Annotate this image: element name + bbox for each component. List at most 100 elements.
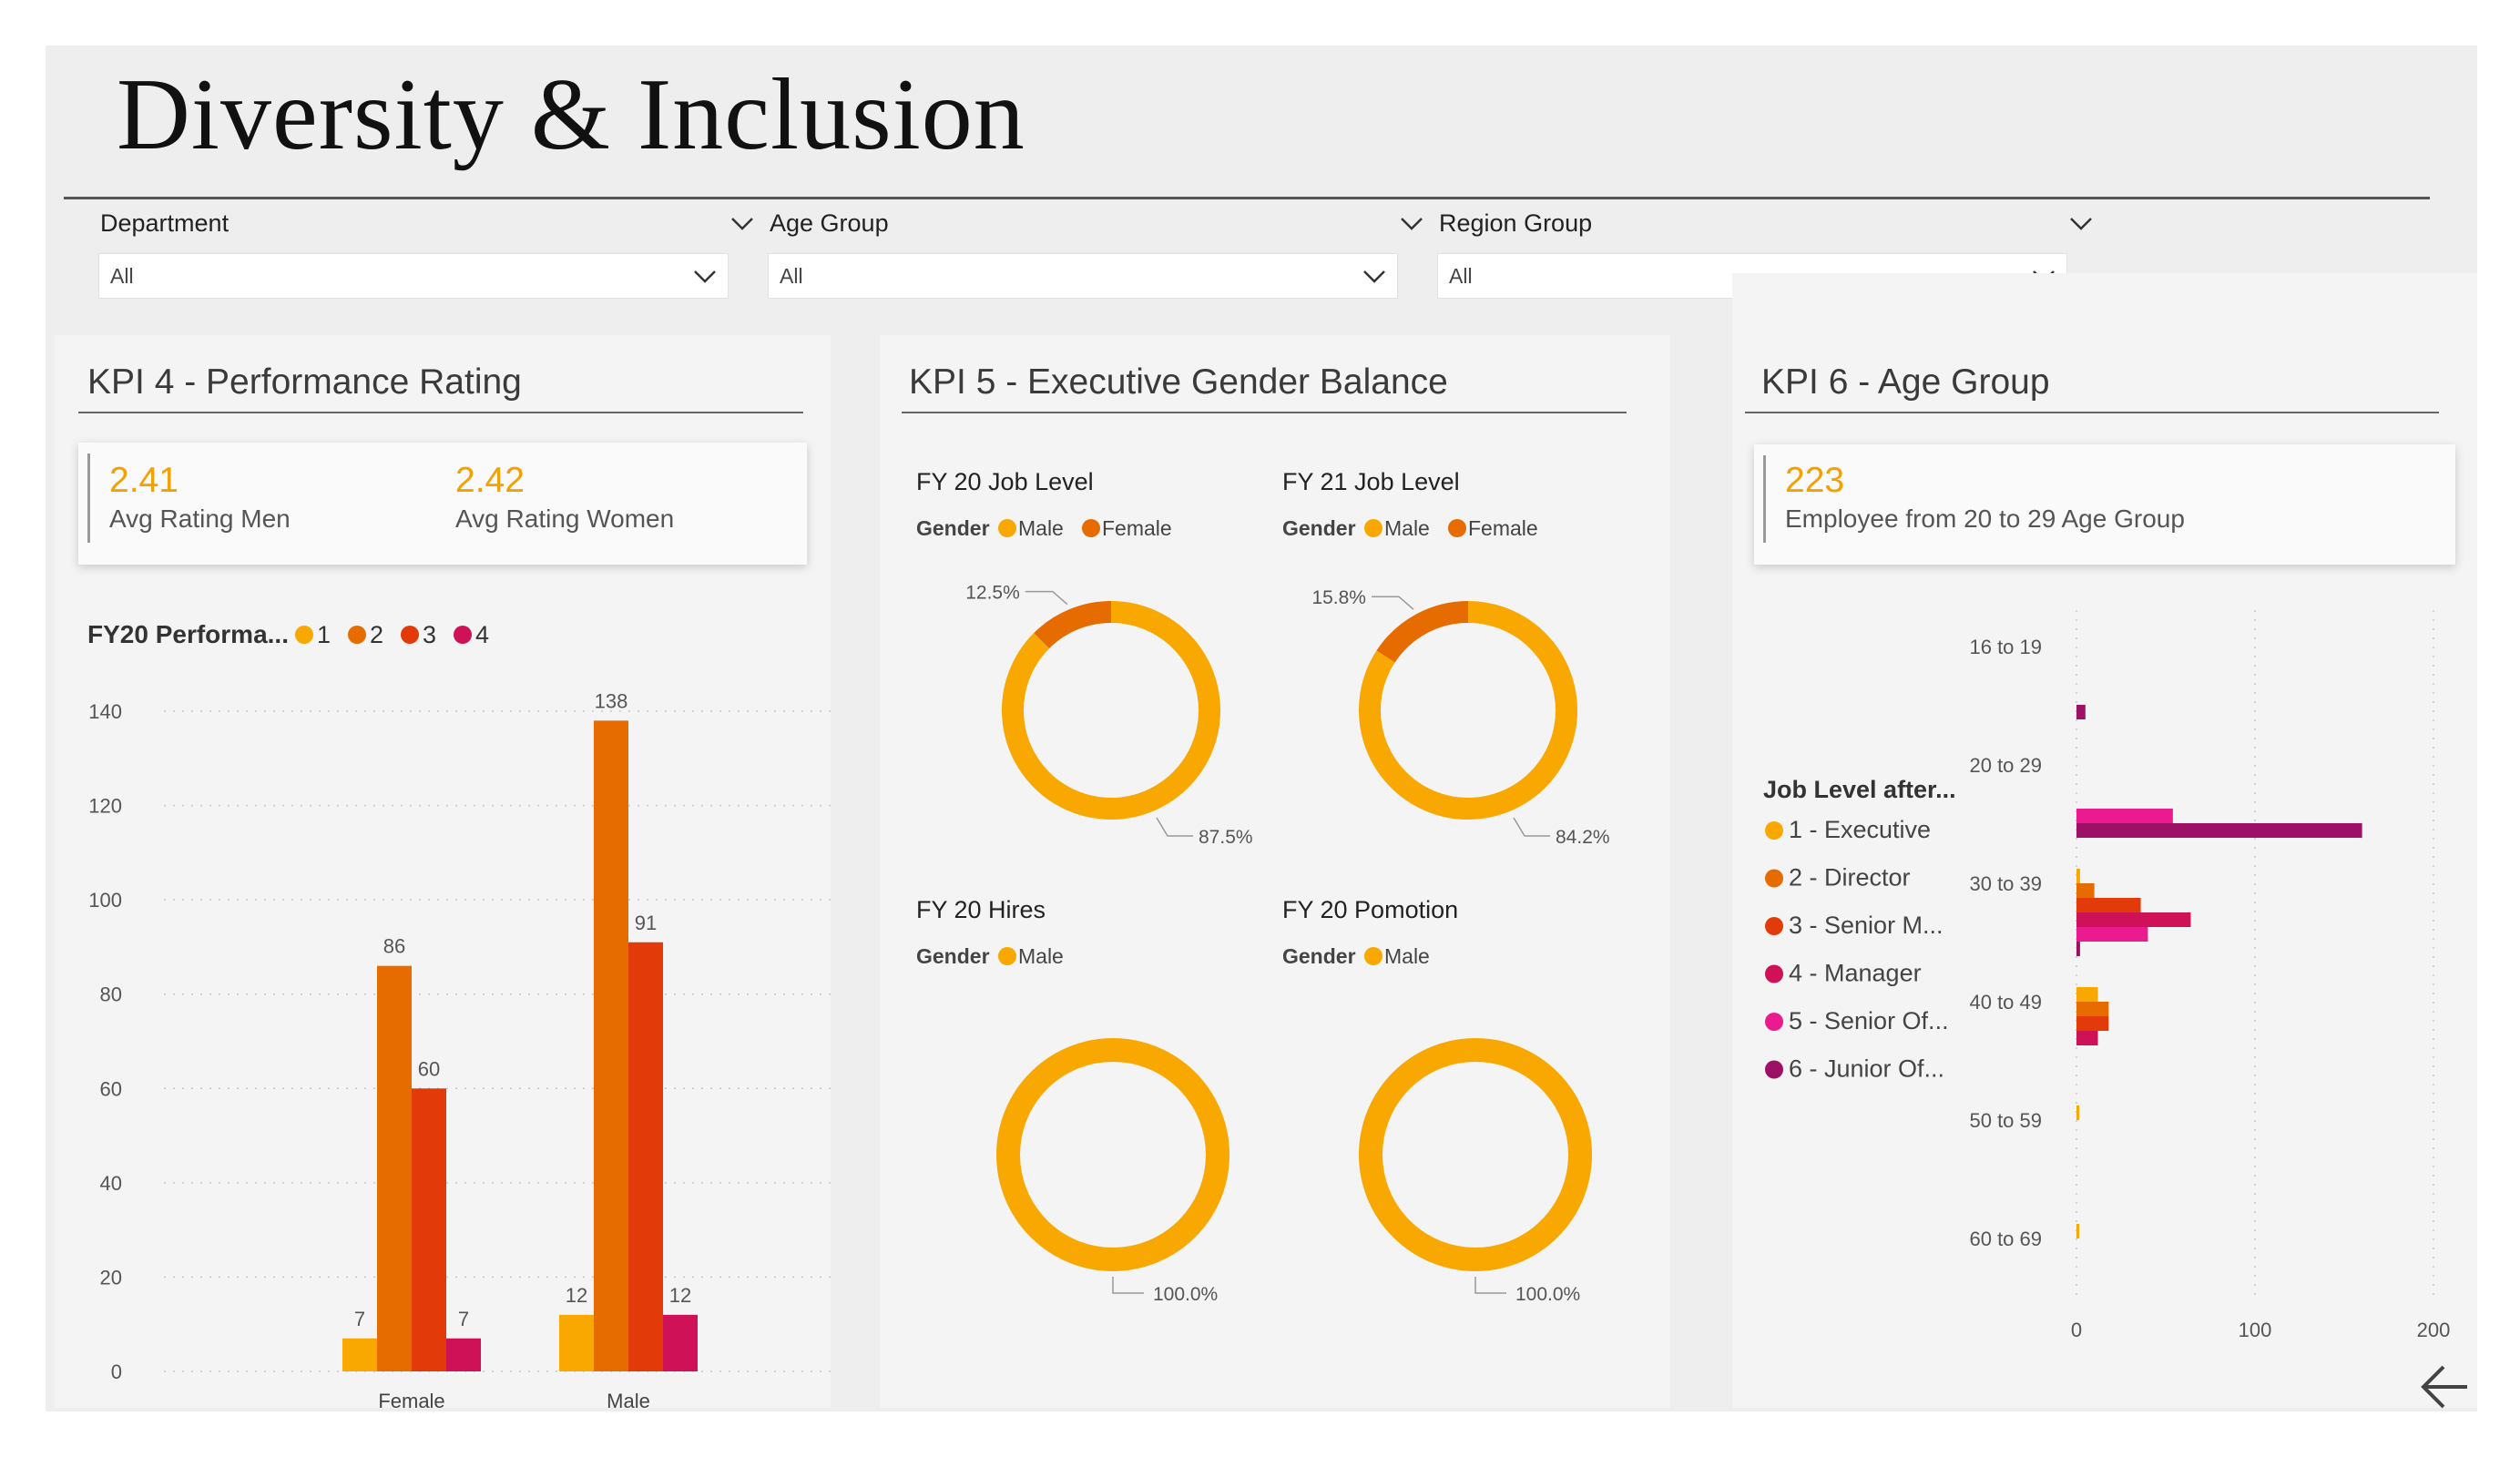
- data-label: 12: [566, 1284, 587, 1307]
- y-tick-label: 20 to 29: [1969, 754, 2042, 777]
- bar: [342, 1338, 377, 1371]
- legend-label: 1: [317, 621, 331, 648]
- region-group-filter-label: Region Group: [1439, 209, 1593, 237]
- leader-line: [1474, 1277, 1506, 1294]
- bar: [2076, 927, 2148, 942]
- bar: [2076, 898, 2141, 912]
- legend-label: Male: [1018, 516, 1064, 540]
- x-tick-label: 0: [2071, 1319, 2082, 1341]
- legend-marker: [1364, 519, 1382, 537]
- legend-label: Female: [1102, 516, 1172, 540]
- data-label: 7: [354, 1308, 365, 1330]
- chevron-down-icon[interactable]: [729, 211, 756, 235]
- kpi5-title: KPI 5 - Executive Gender Balance: [909, 362, 1448, 402]
- y-tick-label: 120: [88, 795, 122, 818]
- age-group-employee-count: 223: [1785, 461, 1845, 500]
- bar: [2076, 883, 2095, 898]
- y-tick-label: 80: [100, 983, 122, 1006]
- legend-label: Male: [1384, 516, 1430, 540]
- chart-title: FY 20 Pomotion: [1282, 896, 1458, 923]
- legend-marker: [1765, 869, 1783, 888]
- age-group-employee-label: Employee from 20 to 29 Age Group: [1785, 504, 2185, 533]
- leader-line: [1156, 817, 1193, 837]
- kpi6-age-card: 223 Employee from 20 to 29 Age Group: [1754, 444, 2455, 565]
- legend-label: 4: [475, 621, 489, 648]
- legend-marker: [295, 626, 313, 644]
- leader-line: [1112, 1277, 1144, 1294]
- data-label: 138: [595, 689, 628, 712]
- age-group-filter-label: Age Group: [770, 209, 889, 237]
- y-tick-label: 140: [88, 700, 122, 723]
- kpi4-title-underline: [78, 412, 803, 413]
- donut-slice: [1376, 601, 1469, 663]
- age-group-dropdown-value: All: [780, 264, 803, 288]
- chevron-down-icon[interactable]: [1361, 263, 1388, 289]
- chevron-down-icon[interactable]: [691, 263, 719, 289]
- bar: [2076, 823, 2362, 838]
- region-group-dropdown-value: All: [1449, 264, 1473, 288]
- bar: [663, 1314, 698, 1371]
- fy20-promotion-donut: FY 20 Pomotion Gender Male 100.0%: [1282, 896, 1592, 1305]
- legend-marker: [998, 519, 1016, 537]
- chart-title: FY20 Performa...: [87, 620, 289, 648]
- chart-title: FY 21 Job Level: [1282, 468, 1460, 495]
- age-group-filter: Age Group All: [768, 202, 1423, 299]
- x-tick-label: Female: [378, 1390, 444, 1411]
- age-group-dropdown[interactable]: All: [768, 253, 1398, 299]
- bar: [2076, 912, 2191, 927]
- data-label: 100.0%: [1153, 1284, 1218, 1305]
- legend-marker: [1364, 947, 1382, 965]
- y-tick-label: 20: [100, 1266, 122, 1289]
- legend-label: Male: [1384, 944, 1430, 968]
- legend-marker: [401, 626, 419, 644]
- leader-line: [1513, 817, 1550, 837]
- kpi4-title: KPI 4 - Performance Rating: [87, 362, 522, 402]
- bar: [2076, 1105, 2079, 1120]
- fy20-job-level-donut: FY 20 Job Level Gender Male Female 87.5% 12.5…: [916, 468, 1253, 848]
- legend-label: 2 - Director: [1789, 864, 1911, 892]
- data-label: 84.2%: [1556, 827, 1610, 848]
- arrow-left-icon[interactable]: [2418, 1361, 2473, 1412]
- legend-title: Gender: [1282, 944, 1356, 968]
- y-tick-label: 16 to 19: [1969, 636, 2042, 658]
- data-label: 15.8%: [1311, 587, 1366, 608]
- bar: [2076, 1016, 2109, 1031]
- bar: [2076, 1031, 2098, 1045]
- bar: [377, 965, 412, 1371]
- leader-line: [1025, 590, 1068, 606]
- chevron-down-icon[interactable]: [2067, 211, 2095, 235]
- department-dropdown[interactable]: All: [98, 253, 729, 299]
- donut-slice: [1359, 601, 1577, 820]
- legend-label: 3: [423, 621, 436, 648]
- bar: [2076, 1002, 2109, 1016]
- y-tick-label: 100: [88, 889, 122, 912]
- legend-label: 4 - Manager: [1789, 960, 1922, 987]
- data-label: 12.5%: [965, 583, 1020, 604]
- legend-title: Gender: [1282, 516, 1356, 540]
- legend-label: 2: [370, 621, 383, 648]
- chevron-down-icon[interactable]: [1398, 211, 1425, 235]
- bar: [446, 1338, 481, 1371]
- x-tick-label: 200: [2417, 1319, 2451, 1341]
- data-label: 7: [458, 1308, 469, 1330]
- legend-label: 3 - Senior M...: [1789, 912, 1944, 939]
- legend-title: Gender: [916, 944, 990, 968]
- x-tick-label: Male: [607, 1390, 650, 1411]
- title-divider: [64, 197, 2430, 199]
- kpi6-title: KPI 6 - Age Group: [1761, 362, 2050, 402]
- department-filter-label: Department: [100, 209, 230, 237]
- legend-label: 6 - Junior Of...: [1789, 1055, 1944, 1083]
- donut-slice: [1034, 601, 1112, 649]
- x-tick-label: 100: [2239, 1319, 2272, 1341]
- y-tick-label: 30 to 39: [1969, 872, 2042, 895]
- donut-slice: [1002, 601, 1220, 820]
- legend-marker: [454, 626, 472, 644]
- performance-rating-chart: FY20 Performa... 1 2 3 402040608010012014078…: [87, 620, 831, 1411]
- leader-line: [1371, 596, 1414, 610]
- bar: [2076, 705, 2086, 719]
- legend-marker: [348, 626, 366, 644]
- donut-slice: [1359, 1038, 1592, 1271]
- card-accent-bar: [1763, 455, 1766, 543]
- y-tick-label: 40: [100, 1172, 122, 1195]
- legend-marker: [1765, 821, 1783, 840]
